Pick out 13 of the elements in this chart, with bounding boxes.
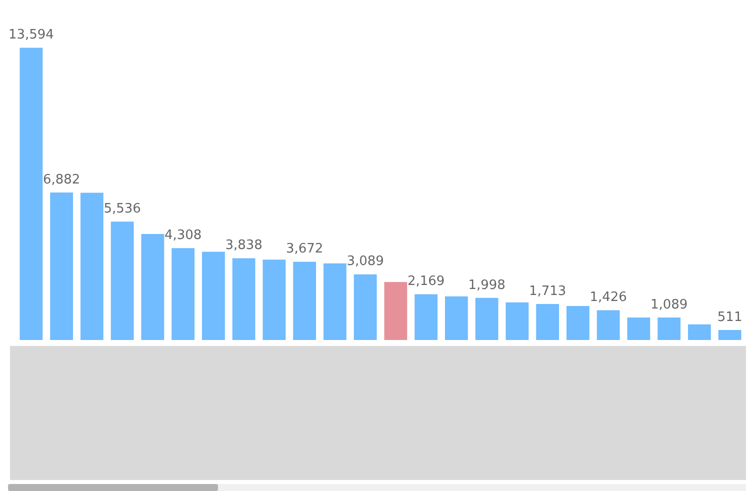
data-label: 1,713: [528, 284, 566, 299]
data-label: 6,882: [42, 172, 80, 188]
data-label: 1,998: [468, 278, 506, 293]
data-label: 511: [717, 310, 742, 325]
data-label: 1,089: [650, 297, 688, 312]
data-label: 2,169: [407, 274, 445, 290]
data-label: 13,594: [8, 28, 54, 43]
data-label: 4,308: [164, 228, 202, 243]
data-label: 3,089: [346, 254, 384, 270]
data-label: 1,426: [590, 290, 627, 306]
data-label: 5,536: [104, 201, 141, 216]
data-label: 3,838: [225, 238, 262, 254]
data-label: 3,672: [286, 242, 324, 257]
